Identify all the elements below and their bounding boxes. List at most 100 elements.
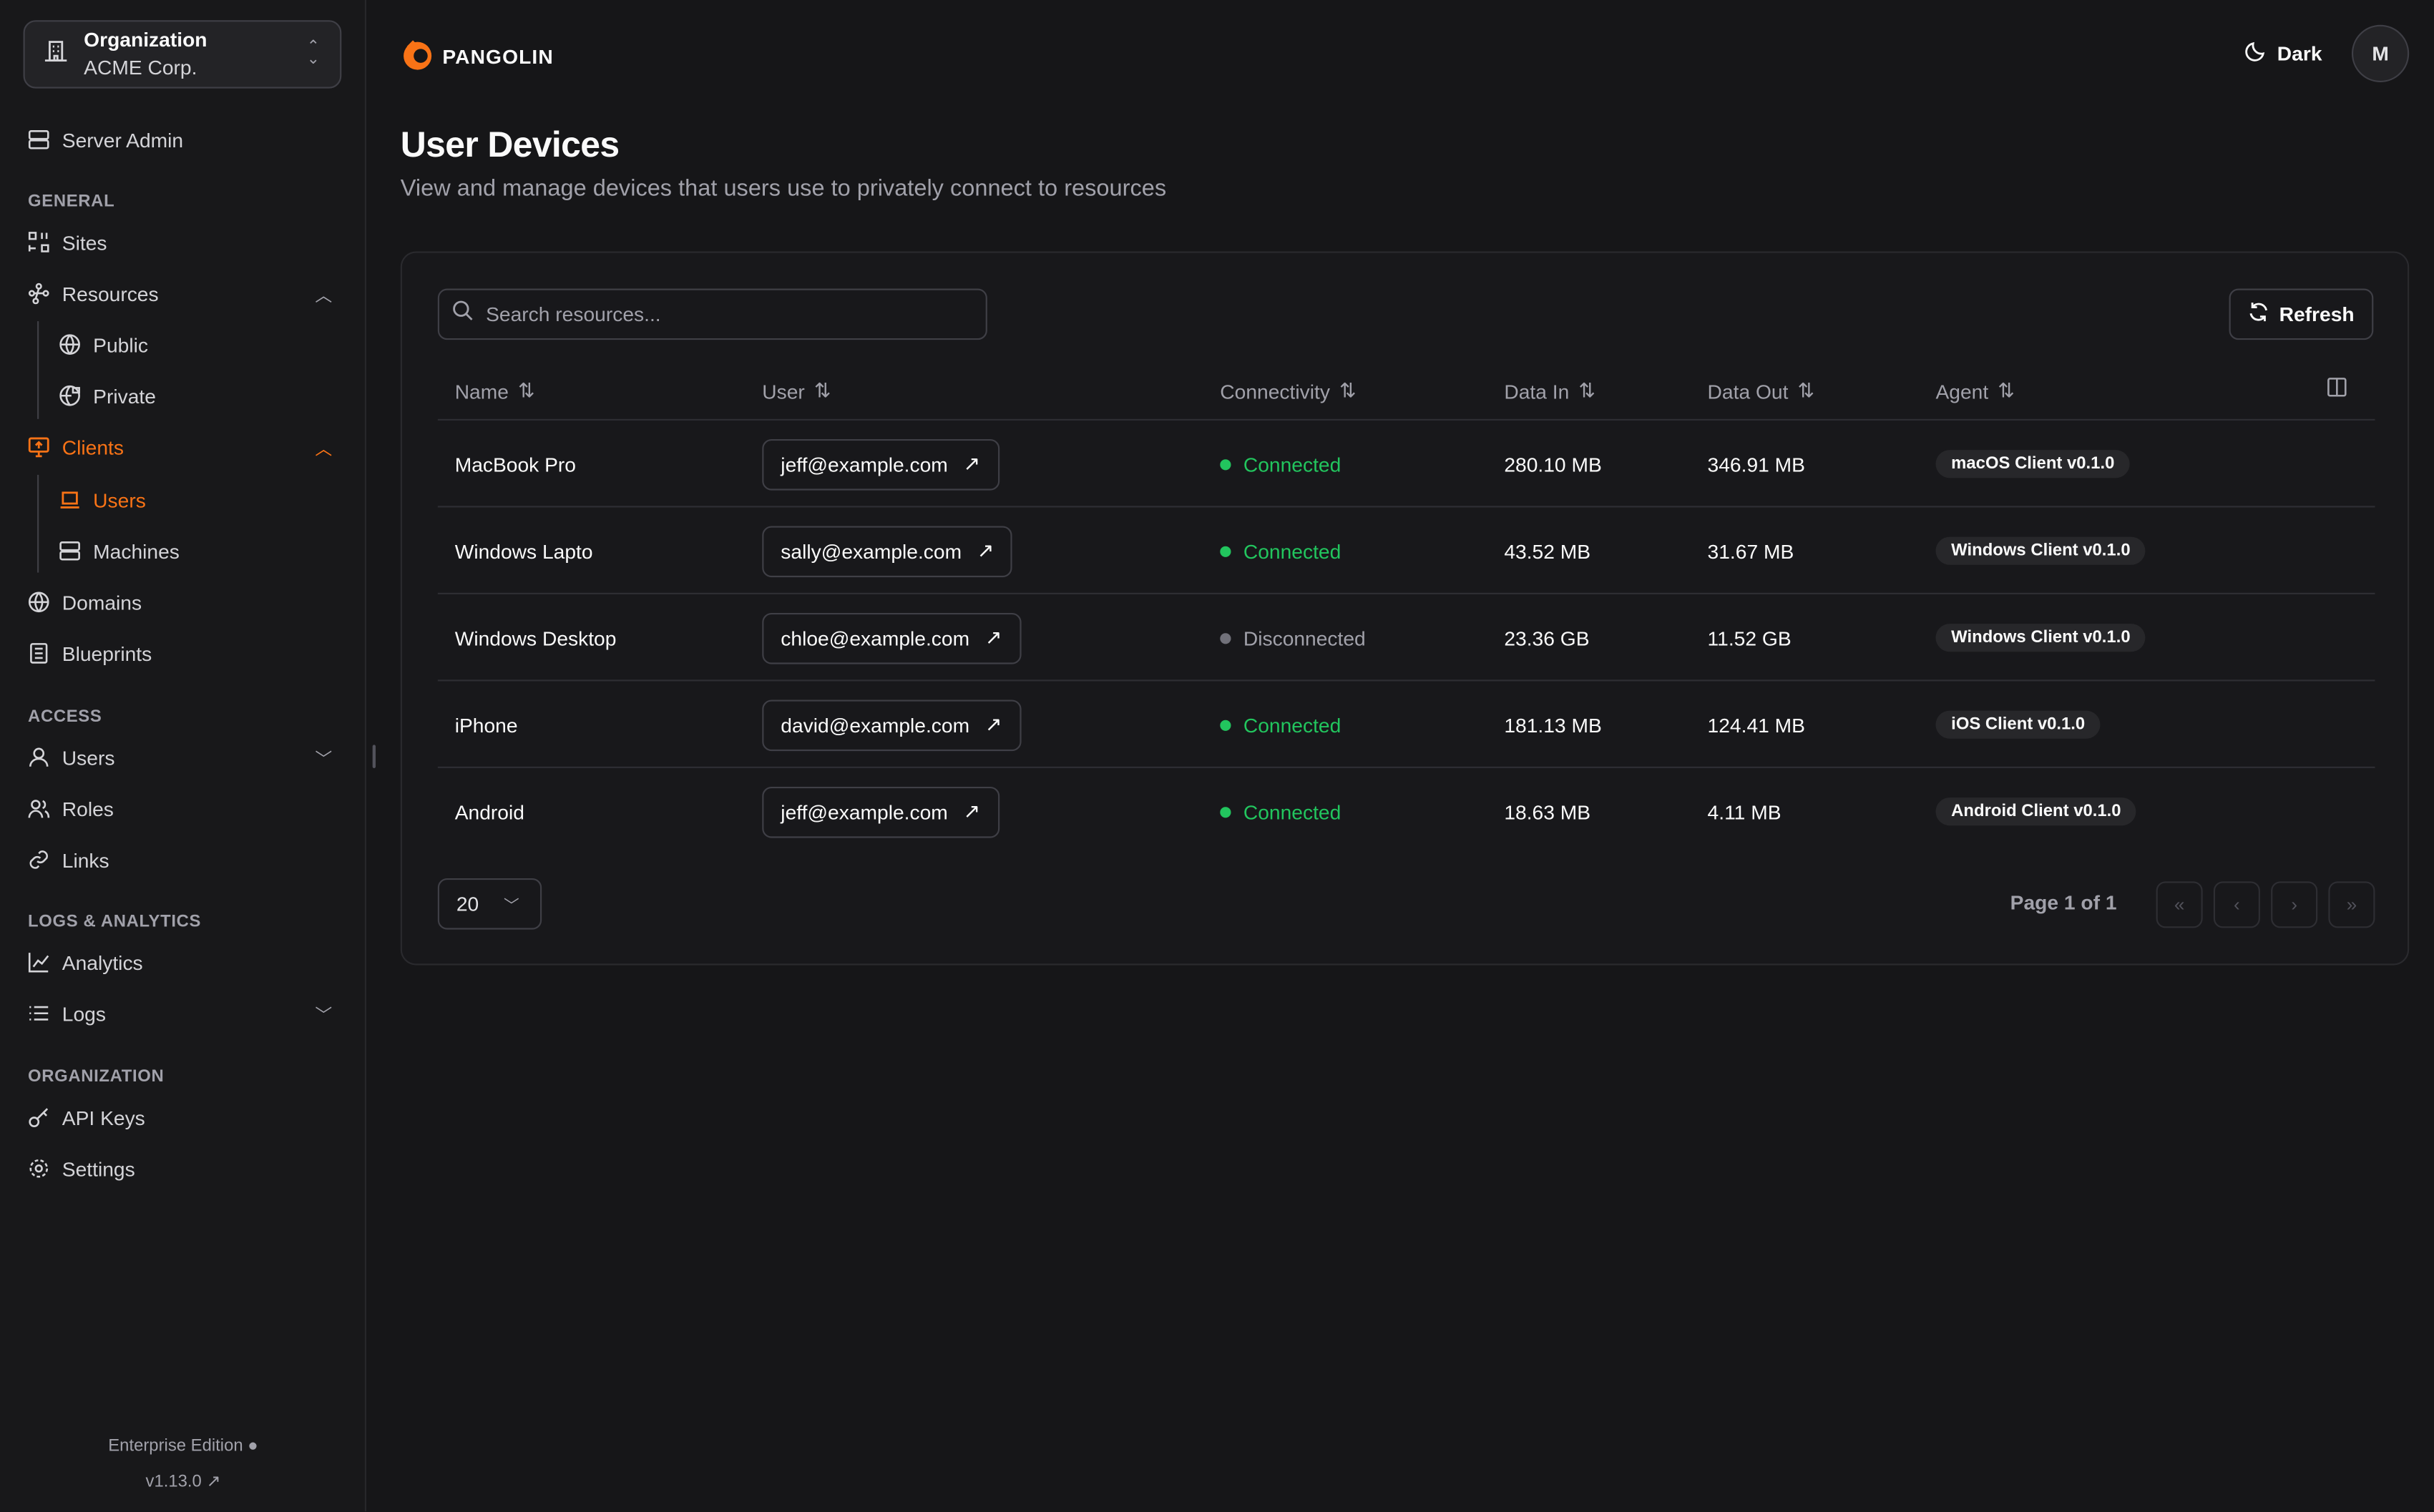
- data-out: 346.91 MB: [1707, 452, 1805, 476]
- avatar[interactable]: M: [2351, 24, 2410, 82]
- sidebar-item-public[interactable]: Public: [59, 329, 148, 360]
- user-email: david@example.com: [781, 712, 970, 737]
- sidebar-item-label: Public: [93, 333, 149, 356]
- data-out: 124.41 MB: [1707, 712, 1805, 737]
- sidebar-item-settings[interactable]: Settings: [28, 1153, 135, 1184]
- status-label: Connected: [1243, 452, 1341, 476]
- status-badge: Connected: [1220, 539, 1341, 562]
- sidebar-item-resources[interactable]: Resources: [28, 278, 159, 308]
- column-header-data-out[interactable]: Data Out ⇅: [1708, 378, 1815, 403]
- theme-toggle[interactable]: Dark: [2244, 40, 2322, 67]
- page-size-value: 20: [456, 892, 479, 916]
- user-link-button[interactable]: jeff@example.com ↗: [762, 785, 999, 838]
- sidebar-item-users[interactable]: Users: [28, 742, 114, 772]
- sidebar-item-blueprints[interactable]: Blueprints: [28, 638, 152, 669]
- user-link-button[interactable]: chloe@example.com ↗: [762, 612, 1021, 664]
- laptop-icon: [59, 489, 80, 510]
- status-badge: Disconnected: [1220, 626, 1366, 649]
- sidebar-item-server-admin[interactable]: Server Admin: [28, 124, 183, 155]
- sidebar-item-sites[interactable]: Sites: [28, 227, 107, 257]
- sidebar-item-label: Resources: [62, 281, 159, 305]
- sidebar-item-logs[interactable]: Logs: [28, 998, 106, 1029]
- chevron-up-icon[interactable]: ︿: [315, 287, 333, 306]
- sidebar: Organization ACME Corp. ⌃ ⌄ Server Admin G…: [0, 0, 367, 1512]
- data-in: 43.52 MB: [1504, 539, 1591, 563]
- users-icon: [28, 797, 50, 819]
- column-label: Connectivity: [1220, 379, 1330, 403]
- status-label: Connected: [1243, 712, 1341, 737]
- file-text-icon: [28, 642, 49, 664]
- sidebar-item-analytics[interactable]: Analytics: [28, 946, 143, 977]
- arrow-up-right-icon: ↗: [963, 799, 981, 823]
- edition-link[interactable]: Enterprise Edition ●: [0, 1437, 366, 1455]
- monitor-up-icon: [28, 436, 49, 458]
- sidebar-item-domains[interactable]: Domains: [28, 586, 142, 617]
- column-header-data-in[interactable]: Data In ⇅: [1504, 378, 1595, 403]
- column-header-user[interactable]: User ⇅: [762, 378, 831, 403]
- device-name: MacBook Pro: [454, 452, 577, 476]
- sidebar-item-users-devices[interactable]: Users: [59, 484, 146, 515]
- org-name: ACME Corp.: [84, 56, 197, 79]
- column-label: Data In: [1504, 379, 1570, 403]
- brand-logo[interactable]: PANGOLIN: [401, 37, 554, 76]
- version-link[interactable]: v1.13.0 ↗: [0, 1471, 366, 1491]
- column-header-name[interactable]: Name ⇅: [455, 378, 535, 403]
- refresh-icon: [2248, 301, 2269, 328]
- table-row: Windows Desktop chloe@example.com ↗ Disco…: [437, 592, 2375, 679]
- divider: [37, 321, 39, 419]
- sidebar-item-api-keys[interactable]: API Keys: [28, 1101, 145, 1132]
- server-icon: [59, 540, 80, 561]
- org-switcher[interactable]: Organization ACME Corp. ⌃ ⌄: [23, 20, 342, 89]
- data-in: 280.10 MB: [1504, 452, 1602, 476]
- sidebar-item-label: Server Admin: [62, 127, 184, 152]
- status-badge: Connected: [1220, 452, 1341, 476]
- search-input[interactable]: [486, 303, 952, 326]
- sidebar-resize-handle[interactable]: [372, 745, 376, 768]
- chart-line-icon: [28, 951, 49, 973]
- table-row: Windows Lapto sally@example.com ↗ Connect…: [437, 506, 2375, 592]
- next-page-button[interactable]: ›: [2271, 881, 2318, 928]
- sidebar-item-label: Blueprints: [62, 642, 152, 665]
- prev-page-button[interactable]: ‹: [2213, 881, 2260, 928]
- page-info: Page 1 of 1: [2010, 890, 2117, 914]
- search-field[interactable]: [437, 288, 987, 340]
- status-badge: Connected: [1220, 800, 1341, 823]
- sidebar-item-private[interactable]: Private: [59, 381, 156, 411]
- section-logs: LOGS & ANALYTICS: [28, 912, 202, 931]
- list-icon: [28, 1003, 49, 1024]
- pangolin-logo-icon: [401, 37, 435, 76]
- agent-badge: macOS Client v0.1.0: [1935, 450, 2131, 478]
- arrow-up-right-icon: ↗: [977, 538, 994, 562]
- user-link-button[interactable]: jeff@example.com ↗: [762, 438, 999, 490]
- status-badge: Connected: [1220, 712, 1341, 737]
- page-size-select[interactable]: 20 ﹀: [437, 878, 542, 930]
- page-description: View and manage devices that users use t…: [400, 175, 1167, 202]
- user-link-button[interactable]: sally@example.com ↗: [762, 525, 1013, 577]
- server-icon: [28, 129, 49, 150]
- agent-badge: Windows Client v0.1.0: [1935, 624, 2146, 652]
- refresh-button[interactable]: Refresh: [2229, 288, 2374, 340]
- sidebar-item-label: Settings: [62, 1157, 135, 1180]
- column-header-agent[interactable]: Agent ⇅: [1935, 378, 2014, 403]
- sidebar-item-links[interactable]: Links: [28, 844, 109, 875]
- first-page-button[interactable]: «: [2156, 881, 2203, 928]
- external-link-icon: ↗: [206, 1472, 221, 1491]
- column-header-connectivity[interactable]: Connectivity ⇅: [1220, 378, 1356, 403]
- columns-toggle-icon[interactable]: [2327, 377, 2347, 405]
- sidebar-item-clients[interactable]: Clients: [28, 431, 124, 462]
- user-link-button[interactable]: david@example.com ↗: [762, 699, 1021, 751]
- chevron-down-icon[interactable]: ﹀: [315, 1007, 333, 1026]
- sidebar-item-label: Users: [62, 745, 115, 770]
- status-dot-icon: [1220, 719, 1231, 730]
- chevron-left-icon: ‹: [2234, 893, 2240, 916]
- chevrons-right-icon: »: [2346, 893, 2357, 916]
- sidebar-item-roles[interactable]: Roles: [28, 793, 114, 824]
- last-page-button[interactable]: »: [2328, 881, 2375, 928]
- sort-icon: ⇅: [813, 378, 831, 402]
- chevron-down-icon[interactable]: ﹀: [315, 751, 333, 770]
- sidebar-item-machines[interactable]: Machines: [59, 536, 180, 566]
- section-organization: ORGANIZATION: [28, 1067, 165, 1086]
- page-title: User Devices: [400, 124, 620, 165]
- status-dot-icon: [1220, 458, 1231, 470]
- chevron-up-icon[interactable]: ︿: [315, 441, 333, 460]
